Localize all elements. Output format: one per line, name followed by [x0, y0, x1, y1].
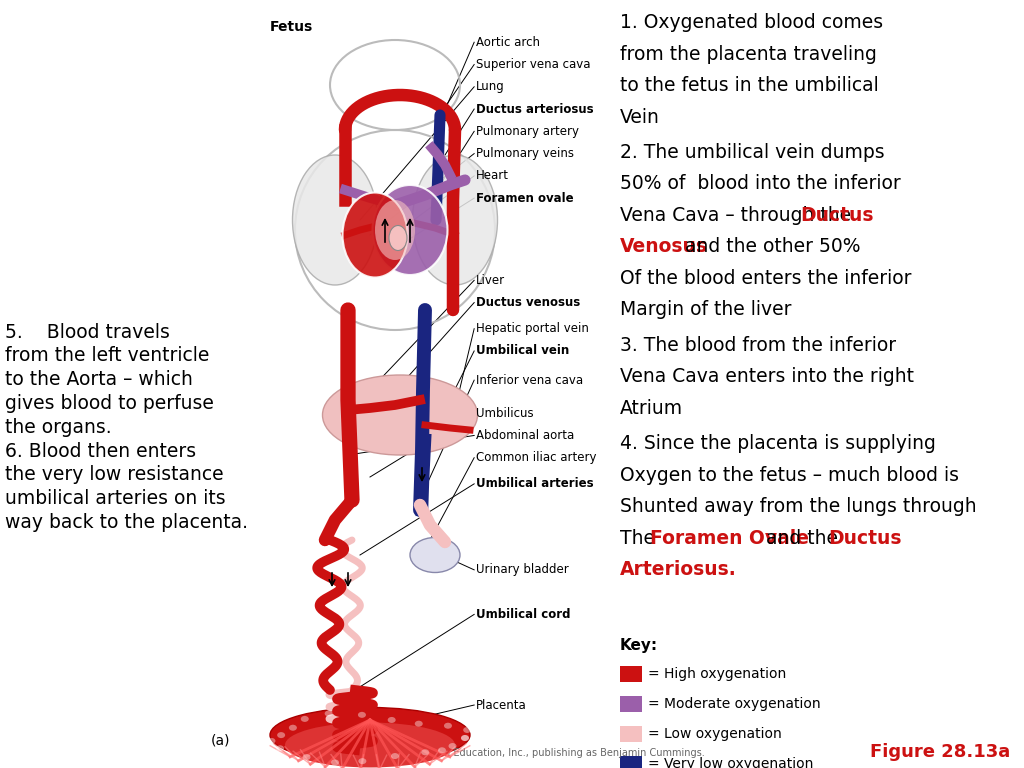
- Ellipse shape: [421, 750, 429, 755]
- Text: Heart: Heart: [476, 170, 509, 182]
- Text: Oxygen to the fetus – much blood is: Oxygen to the fetus – much blood is: [620, 466, 958, 485]
- Ellipse shape: [267, 738, 275, 744]
- Text: Umbilical vein: Umbilical vein: [476, 345, 569, 357]
- Text: Umbilical arteries: Umbilical arteries: [476, 478, 594, 490]
- Text: = Very low oxygenation: = Very low oxygenation: [647, 756, 813, 768]
- Ellipse shape: [444, 723, 452, 729]
- Text: Arteriosus.: Arteriosus.: [620, 561, 736, 579]
- Text: 50% of  blood into the inferior: 50% of blood into the inferior: [620, 174, 900, 194]
- Text: Venosus: Venosus: [620, 237, 708, 257]
- FancyBboxPatch shape: [620, 726, 641, 742]
- Ellipse shape: [389, 226, 407, 250]
- Text: = Moderate oxygenation: = Moderate oxygenation: [647, 697, 820, 710]
- Ellipse shape: [293, 155, 378, 285]
- Text: Pulmonary artery: Pulmonary artery: [476, 125, 580, 137]
- Text: Common iliac artery: Common iliac artery: [476, 452, 597, 464]
- Text: 3. The blood from the inferior: 3. The blood from the inferior: [620, 336, 896, 355]
- Text: Superior vena cava: Superior vena cava: [476, 58, 591, 71]
- Text: Pulmonary veins: Pulmonary veins: [476, 147, 574, 160]
- Ellipse shape: [270, 707, 470, 763]
- Text: Ductus arteriosus: Ductus arteriosus: [476, 103, 594, 115]
- Text: 1. Oxygenated blood comes: 1. Oxygenated blood comes: [620, 13, 883, 32]
- Ellipse shape: [358, 712, 366, 718]
- Text: Lung: Lung: [476, 81, 505, 93]
- Ellipse shape: [438, 747, 446, 753]
- Text: (a): (a): [210, 734, 229, 748]
- Ellipse shape: [276, 745, 284, 751]
- Text: = Low oxygenation: = Low oxygenation: [647, 727, 781, 740]
- Text: from the placenta traveling: from the placenta traveling: [620, 45, 877, 64]
- Ellipse shape: [358, 758, 367, 764]
- Ellipse shape: [375, 200, 415, 260]
- Text: Figure 28.13a: Figure 28.13a: [869, 743, 1010, 761]
- Ellipse shape: [391, 753, 399, 759]
- Ellipse shape: [325, 710, 333, 717]
- Text: Shunted away from the lungs through: Shunted away from the lungs through: [620, 498, 976, 516]
- Text: Liver: Liver: [476, 274, 505, 286]
- Text: Urinary bladder: Urinary bladder: [476, 564, 569, 576]
- Ellipse shape: [323, 375, 477, 455]
- Ellipse shape: [302, 754, 310, 760]
- Ellipse shape: [289, 725, 297, 730]
- Text: Atrium: Atrium: [620, 399, 683, 418]
- Text: to the fetus in the umbilical: to the fetus in the umbilical: [620, 76, 879, 95]
- Text: 4. Since the placenta is supplying: 4. Since the placenta is supplying: [620, 435, 935, 453]
- Text: Aortic arch: Aortic arch: [476, 36, 541, 48]
- Text: and the: and the: [760, 529, 844, 548]
- Ellipse shape: [301, 716, 309, 722]
- Text: Vena Cava – through the: Vena Cava – through the: [620, 206, 857, 225]
- Text: and the other 50%: and the other 50%: [679, 237, 860, 257]
- Ellipse shape: [373, 185, 447, 275]
- Text: Of the blood enters the inferior: Of the blood enters the inferior: [620, 269, 911, 288]
- Ellipse shape: [278, 732, 285, 738]
- Ellipse shape: [331, 760, 339, 766]
- FancyBboxPatch shape: [620, 696, 641, 712]
- Text: Vein: Vein: [620, 108, 659, 127]
- Ellipse shape: [449, 743, 457, 749]
- FancyBboxPatch shape: [620, 666, 641, 681]
- Ellipse shape: [388, 717, 395, 723]
- Text: Umbilicus: Umbilicus: [476, 407, 534, 419]
- Text: 5.    Blood travels
from the left ventricle
to the Aorta – which
gives blood to : 5. Blood travels from the left ventricle…: [5, 323, 248, 532]
- Ellipse shape: [415, 720, 423, 727]
- Text: Fetus: Fetus: [270, 20, 313, 34]
- FancyBboxPatch shape: [620, 756, 641, 768]
- Text: Placenta: Placenta: [476, 699, 527, 711]
- Ellipse shape: [461, 735, 469, 741]
- Text: Ductus venosus: Ductus venosus: [476, 296, 581, 309]
- Text: The: The: [620, 529, 660, 548]
- Text: Copyright © 2006 Pearson Education, Inc., publishing as Benjamin Cummings.: Copyright © 2006 Pearson Education, Inc.…: [319, 748, 705, 758]
- Ellipse shape: [410, 538, 460, 572]
- Ellipse shape: [285, 723, 455, 767]
- Text: Abdominal aorta: Abdominal aorta: [476, 429, 574, 442]
- Text: Ductus: Ductus: [828, 529, 902, 548]
- Ellipse shape: [461, 735, 469, 741]
- Text: Umbilical cord: Umbilical cord: [476, 608, 570, 621]
- Ellipse shape: [342, 193, 408, 277]
- Text: 2. The umbilical vein dumps: 2. The umbilical vein dumps: [620, 143, 884, 162]
- Text: Margin of the liver: Margin of the liver: [620, 300, 791, 319]
- Text: Hepatic portal vein: Hepatic portal vein: [476, 323, 589, 335]
- Ellipse shape: [413, 155, 498, 285]
- Text: Inferior vena cava: Inferior vena cava: [476, 374, 584, 386]
- Ellipse shape: [463, 727, 471, 733]
- Text: Vena Cava enters into the right: Vena Cava enters into the right: [620, 367, 913, 386]
- Text: Key:: Key:: [620, 637, 657, 653]
- Text: Ductus: Ductus: [801, 206, 874, 225]
- Text: = High oxygenation: = High oxygenation: [647, 667, 785, 680]
- Text: Foramen Ovale: Foramen Ovale: [649, 529, 809, 548]
- Text: Foramen ovale: Foramen ovale: [476, 192, 573, 204]
